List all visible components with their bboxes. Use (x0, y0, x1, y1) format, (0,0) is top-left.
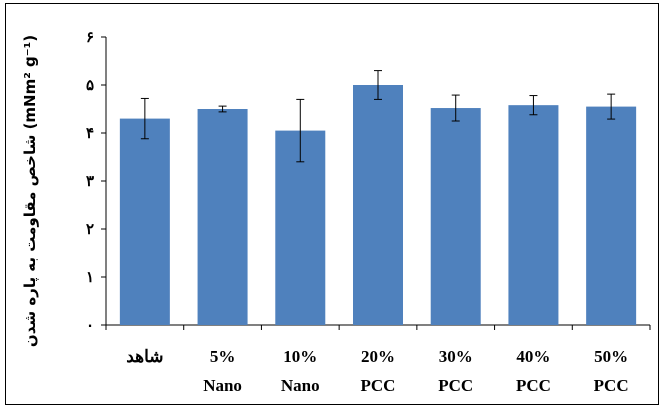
y-tick-label: ۰ (86, 318, 94, 334)
bar (508, 105, 559, 325)
x-category-label: 20% (361, 347, 395, 366)
y-tick-label: ۴ (86, 126, 94, 142)
bar (197, 109, 248, 325)
y-tick-label: ۶ (86, 30, 94, 46)
x-category-label: 50% (594, 347, 628, 366)
x-category-label: 10% (283, 347, 317, 366)
x-category-label: Nano (203, 376, 242, 395)
bar (275, 130, 326, 325)
y-tick-label: ۱ (86, 270, 94, 286)
x-category-label: شاهد (126, 347, 163, 366)
x-category-label: 30% (439, 347, 473, 366)
bar (586, 106, 637, 325)
bar (353, 85, 403, 325)
y-axis-label: شاخص مقاومت به پاره شدن (mNm² g⁻¹) (21, 35, 40, 347)
y-tick-label: ۲ (86, 222, 94, 238)
x-category-label: PCC (361, 376, 396, 395)
x-category-label: 5% (210, 347, 236, 366)
x-category-label: PCC (438, 376, 473, 395)
x-category-label: Nano (281, 376, 320, 395)
x-category-label: 40% (516, 347, 550, 366)
x-category-label: PCC (516, 376, 551, 395)
y-tick-label: ۵ (86, 78, 94, 94)
y-tick-label: ۳ (86, 174, 94, 190)
bar (430, 108, 481, 325)
x-category-label: PCC (594, 376, 629, 395)
bar (119, 118, 170, 325)
